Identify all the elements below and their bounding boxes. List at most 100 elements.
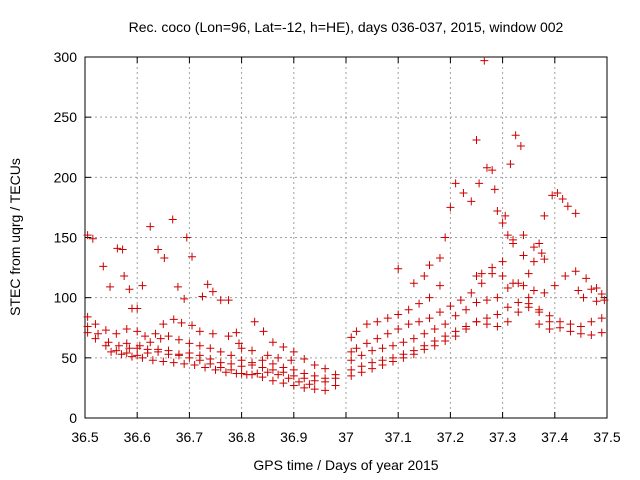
data-point: [482, 320, 491, 329]
data-point: [540, 288, 549, 297]
data-point: [188, 321, 197, 330]
data-point: [284, 374, 293, 383]
data-point: [357, 368, 366, 377]
data-point: [409, 279, 418, 288]
data-point: [409, 334, 418, 343]
data-point: [216, 296, 225, 305]
data-point: [451, 332, 460, 341]
data-point: [574, 286, 583, 295]
data-point: [362, 320, 371, 329]
data-point: [524, 269, 533, 278]
data-point: [289, 381, 298, 390]
data-point: [216, 358, 225, 367]
data-point: [310, 385, 319, 394]
data-point: [112, 346, 121, 355]
data-point: [216, 347, 225, 356]
data-point: [289, 347, 298, 356]
data-point: [258, 373, 267, 382]
data-point: [409, 350, 418, 359]
data-point: [133, 327, 142, 336]
data-point: [404, 305, 413, 314]
data-point: [503, 303, 512, 312]
data-point: [558, 194, 567, 203]
data-point: [462, 305, 471, 314]
data-point: [141, 332, 150, 341]
data-point: [511, 131, 520, 140]
data-point: [310, 361, 319, 370]
data-point: [368, 364, 377, 373]
data-point: [156, 334, 165, 343]
data-point: [509, 279, 518, 288]
data-point: [206, 355, 215, 364]
data-point: [420, 329, 429, 338]
data-point: [88, 234, 97, 243]
data-point: [347, 371, 356, 380]
data-point: [425, 314, 434, 323]
data-point: [425, 261, 434, 270]
data-point: [383, 329, 392, 338]
data-point: [159, 357, 168, 366]
data-point: [501, 211, 510, 220]
data-point: [482, 296, 491, 305]
data-point: [378, 361, 387, 370]
data-point: [159, 320, 168, 329]
data-point: [516, 142, 525, 151]
x-tick-label: 36.7: [176, 429, 203, 445]
data-point: [305, 380, 314, 389]
data-point: [263, 368, 272, 377]
y-tick-label: 50: [61, 350, 77, 366]
data-point: [221, 368, 230, 377]
data-point: [394, 324, 403, 333]
data-point: [477, 269, 486, 278]
data-point: [127, 352, 136, 361]
data-point: [248, 358, 257, 367]
data-point: [357, 351, 366, 360]
x-tick-label: 36.5: [71, 429, 98, 445]
plot-frame: [84, 56, 608, 419]
data-point: [289, 365, 298, 374]
data-point: [545, 317, 554, 326]
data-point: [506, 160, 515, 169]
data-point: [263, 351, 272, 360]
data-point: [237, 362, 246, 371]
data-point: [352, 344, 361, 353]
data-point: [300, 383, 309, 392]
data-point: [563, 202, 572, 211]
data-point: [321, 374, 330, 383]
data-point: [535, 308, 544, 317]
data-point: [125, 285, 134, 294]
data-point: [537, 249, 546, 258]
data-point: [529, 286, 538, 295]
data-point: [242, 370, 251, 379]
y-axis-label: STEC from uqrg / TECUs: [7, 158, 23, 316]
data-point: [548, 191, 557, 200]
data-point: [208, 329, 217, 338]
data-point: [182, 233, 191, 242]
data-point: [451, 311, 460, 320]
data-point: [310, 371, 319, 380]
data-point: [114, 341, 123, 350]
data-point: [404, 320, 413, 329]
x-tick-label: 37.5: [593, 429, 620, 445]
data-point: [378, 344, 387, 353]
data-point: [388, 341, 397, 350]
data-point: [248, 346, 257, 355]
data-point: [203, 280, 212, 289]
data-point: [173, 282, 182, 291]
data-point: [373, 317, 382, 326]
data-point: [420, 345, 429, 354]
data-point: [133, 304, 142, 313]
data-point: [208, 287, 217, 296]
data-point: [566, 327, 575, 336]
data-point: [430, 324, 439, 333]
data-point: [524, 303, 533, 312]
data-point: [425, 293, 434, 302]
data-point: [556, 323, 565, 332]
data-point: [592, 297, 601, 306]
data-point: [475, 179, 484, 188]
data-point: [122, 349, 131, 358]
data-point: [331, 381, 340, 390]
data-point: [553, 188, 562, 197]
